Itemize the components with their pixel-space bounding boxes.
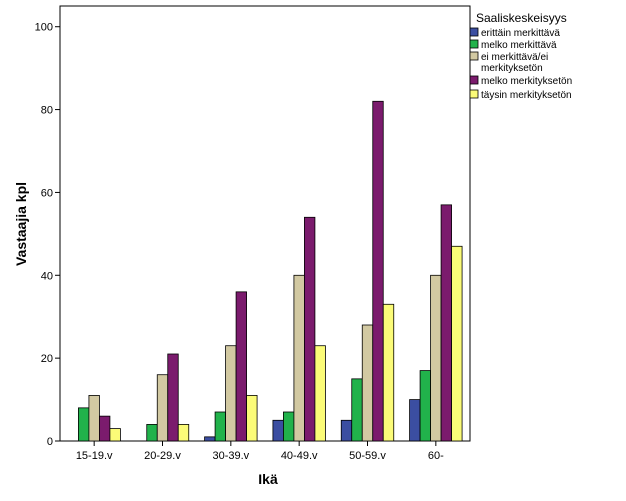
x-tick-label: 50-59.v bbox=[349, 450, 386, 462]
legend-label: ei merkittävä/ei bbox=[481, 52, 548, 63]
bar-50-59.v-series-3 bbox=[372, 100, 384, 442]
x-axis-title: Ikä bbox=[258, 471, 278, 487]
legend-swatch bbox=[469, 75, 479, 85]
bar-20-29.v-series-3 bbox=[167, 353, 179, 442]
x-tick-label: 30-39.v bbox=[212, 450, 249, 462]
legend-swatch bbox=[469, 51, 479, 61]
bar-50-59.v-series-4 bbox=[382, 303, 395, 442]
x-tick-label: 60- bbox=[428, 450, 444, 462]
bar-50-59.v-series-1 bbox=[351, 378, 363, 442]
plot-frame bbox=[59, 5, 471, 442]
bar-20-29.v-series-1 bbox=[146, 424, 158, 442]
y-tick-label: 100 bbox=[35, 22, 53, 34]
y-axis-title: Vastaajia kpl bbox=[13, 182, 29, 266]
bar-30-39.v-series-0 bbox=[204, 436, 216, 442]
bar-40-49.v-series-4 bbox=[314, 345, 326, 442]
legend-title: Saaliskeskeisyys bbox=[476, 11, 567, 25]
bar-15-19.v-series-3 bbox=[99, 415, 111, 442]
legend-label: täysin merkityksetön bbox=[481, 90, 572, 101]
legend-label: melko merkittävä bbox=[481, 40, 557, 51]
legend-label: erittäin merkittävä bbox=[481, 28, 560, 39]
bar-40-49.v-series-3 bbox=[304, 216, 316, 442]
legend: Saaliskeskeisyys erittäin merkittävämelk… bbox=[469, 11, 572, 101]
bars-group bbox=[78, 100, 463, 442]
x-tick-label: 15-19.v bbox=[76, 450, 113, 462]
y-tick-label: 60 bbox=[41, 187, 53, 199]
bar-40-49.v-series-2 bbox=[293, 274, 305, 442]
bar-30-39.v-series-1 bbox=[214, 411, 226, 442]
bar-60--series-1 bbox=[419, 370, 431, 442]
bar-15-19.v-series-1 bbox=[78, 407, 90, 442]
x-tick-label: 20-29.v bbox=[144, 450, 181, 462]
y-tick-label: 80 bbox=[41, 105, 53, 117]
y-tick-label: 20 bbox=[41, 353, 53, 365]
bar-40-49.v-series-0 bbox=[272, 419, 284, 442]
bar-30-39.v-series-3 bbox=[235, 291, 247, 442]
axes-group: 0 20 40 60 80 100 15-19.v 20-29.v 30-39.v 40-49.v… bbox=[35, 22, 444, 462]
bar-50-59.v-series-0 bbox=[340, 419, 353, 442]
y-tick-label: 0 bbox=[47, 436, 53, 448]
legend-label: merkityksetön bbox=[481, 63, 543, 74]
legend-swatch bbox=[469, 89, 479, 99]
bar-30-39.v-series-2 bbox=[225, 345, 237, 442]
x-tick-label: 40-49.v bbox=[281, 450, 318, 462]
bar-20-29.v-series-4 bbox=[177, 424, 190, 442]
bar-20-29.v-series-2 bbox=[156, 374, 169, 442]
plot-area bbox=[59, 5, 471, 442]
bar-15-19.v-series-4 bbox=[109, 428, 121, 442]
legend-swatch bbox=[469, 39, 479, 49]
bar-60--series-2 bbox=[430, 274, 442, 442]
bar-50-59.v-series-2 bbox=[361, 324, 374, 442]
bar-60--series-0 bbox=[409, 399, 421, 442]
legend-label: melko merkityksetön bbox=[481, 76, 572, 87]
bar-30-39.v-series-4 bbox=[246, 395, 258, 442]
bar-15-19.v-series-2 bbox=[88, 395, 100, 442]
bar-60--series-3 bbox=[440, 204, 452, 442]
y-tick-label: 40 bbox=[41, 270, 53, 282]
bar-40-49.v-series-1 bbox=[283, 411, 295, 442]
bar-60--series-4 bbox=[451, 245, 463, 442]
legend-swatch bbox=[469, 27, 479, 37]
